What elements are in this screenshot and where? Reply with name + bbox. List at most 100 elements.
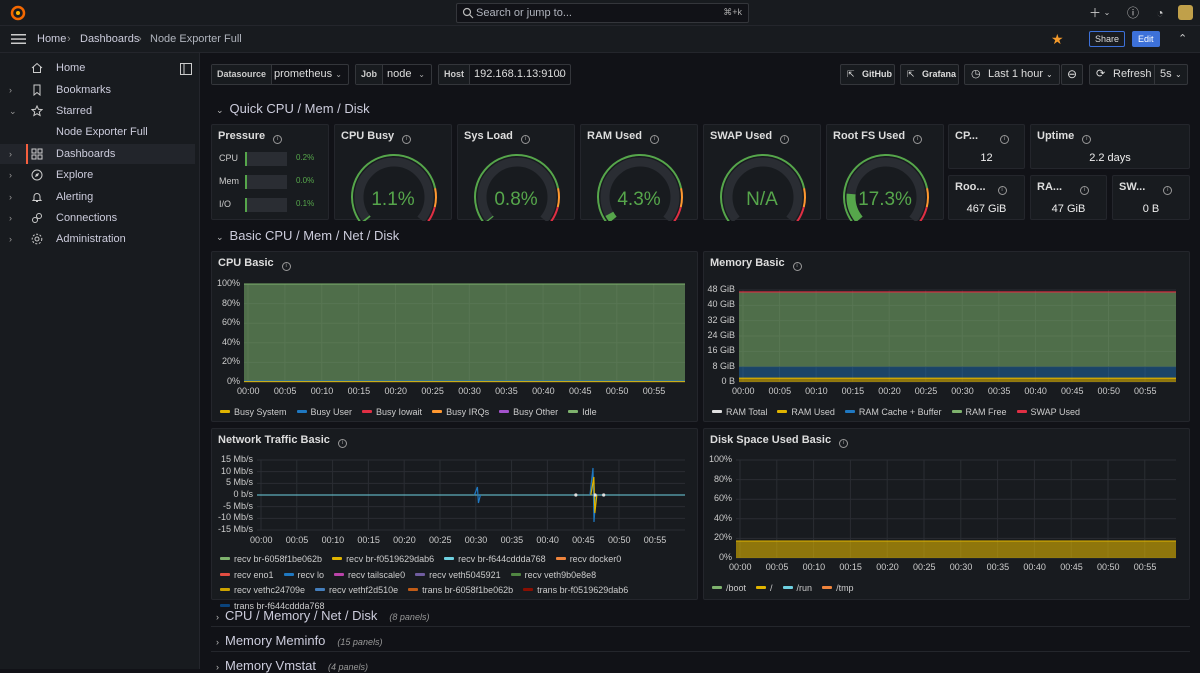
info-icon[interactable]: i: [913, 135, 923, 144]
info-icon[interactable]: i: [780, 135, 790, 144]
sidebar-item-bookmarks[interactable]: › Bookmarks: [0, 80, 195, 100]
avatar[interactable]: [1178, 5, 1193, 20]
legend-item[interactable]: /boot: [712, 581, 746, 597]
info-icon[interactable]: i: [1080, 186, 1090, 195]
panel-network-traffic-basic[interactable]: Network Traffic Basic i 15 Mb/s 10 Mb/s 5 Mb…: [211, 428, 698, 611]
sidebar-item-connections[interactable]: › Connections: [0, 208, 195, 228]
help-icon[interactable]: ⓘ: [1126, 6, 1139, 20]
row-basic[interactable]: ⌄ Basic CPU / Mem / Net / Disk: [216, 228, 399, 243]
github-link-button[interactable]: ⇱ GitHub: [840, 64, 895, 85]
rss-icon[interactable]: ◔: [1156, 6, 1164, 20]
legend-item[interactable]: Busy IRQs: [432, 405, 489, 421]
sidebar-item-explore[interactable]: › Explore: [0, 165, 195, 185]
grafana-logo-icon[interactable]: [10, 5, 26, 21]
panel-pressure[interactable]: Pressure i CPU 0.2% Mem 0.0% I/O 0.1%: [211, 124, 329, 220]
legend-item[interactable]: recv br-f644cddda768: [444, 552, 546, 568]
variable-host[interactable]: Host 192.168.1.13:9100 ⌄: [438, 64, 571, 85]
chevron-right-icon[interactable]: ›: [9, 85, 12, 95]
info-icon[interactable]: i: [1163, 186, 1173, 195]
sidebar-item-node-exporter-full[interactable]: Node Exporter Full: [0, 122, 195, 142]
info-icon[interactable]: i: [792, 262, 802, 271]
row-quick[interactable]: ⌄ Quick CPU / Mem / Disk: [216, 101, 370, 116]
grafana-link-button[interactable]: ⇱ Grafana: [900, 64, 959, 85]
panel-rootfs-total[interactable]: Roo... i 467 GiB: [948, 175, 1025, 220]
info-icon[interactable]: i: [650, 135, 660, 144]
chevron-up-icon[interactable]: ⌃: [1178, 33, 1188, 45]
chevron-right-icon[interactable]: ›: [9, 192, 12, 202]
legend-item[interactable]: /tmp: [822, 581, 854, 597]
panel-cpu-cores[interactable]: CP... i 12: [948, 124, 1025, 169]
info-icon[interactable]: i: [839, 439, 849, 448]
info-icon[interactable]: i: [997, 186, 1007, 195]
refresh-button[interactable]: ⟳ Refresh 5s ⌄: [1089, 64, 1188, 85]
legend-item[interactable]: RAM Cache + Buffer: [844, 405, 942, 421]
panel-memory-basic[interactable]: Memory Basic i 48 GiB 40 GiB 32 GiB 24 GiB 16 …: [703, 251, 1190, 422]
info-icon[interactable]: i: [520, 135, 530, 144]
variable-value[interactable]: node: [387, 68, 412, 80]
info-icon[interactable]: i: [273, 135, 283, 144]
breadcrumb-home[interactable]: Home: [37, 33, 67, 45]
panel-ram-total[interactable]: RA... i 47 GiB: [1030, 175, 1107, 220]
panel-gauge-swap-used[interactable]: SWAP Used i N/A: [703, 124, 821, 221]
legend-item[interactable]: /: [756, 581, 773, 597]
zoom-out-button[interactable]: ⊖: [1061, 64, 1083, 85]
chevron-right-icon[interactable]: ›: [9, 213, 12, 223]
row-memory-meminfo[interactable]: › Memory Meminfo (15 panels): [216, 633, 382, 648]
chevron-right-icon[interactable]: ›: [9, 170, 12, 180]
info-icon[interactable]: i: [337, 439, 347, 448]
info-icon[interactable]: i: [1000, 135, 1010, 144]
panel-gauge-root-fs-used[interactable]: Root FS Used i 17.3%: [826, 124, 944, 221]
panel-gauge-cpu-busy[interactable]: CPU Busy i 1.1%: [334, 124, 452, 221]
legend-item[interactable]: trans br-6058f1be062b: [408, 583, 513, 599]
legend-item[interactable]: recv eno1: [220, 568, 274, 584]
legend-item[interactable]: SWAP Used: [1016, 405, 1080, 421]
legend-item[interactable]: Busy Other: [499, 405, 558, 421]
legend-item[interactable]: RAM Used: [777, 405, 835, 421]
chevron-right-icon[interactable]: ›: [9, 149, 12, 159]
legend-item[interactable]: /run: [782, 581, 812, 597]
panel-gauge-ram-used[interactable]: RAM Used i 4.3%: [580, 124, 698, 221]
legend-item[interactable]: recv veth9b0e8e8: [510, 568, 596, 584]
panel-cpu-basic[interactable]: CPU Basic i 100% 80% 60% 40% 20% 0% 00:00 00:05 00…: [211, 251, 698, 422]
legend-item[interactable]: RAM Total: [712, 405, 767, 421]
panel-disk-space-used-basic[interactable]: Disk Space Used Basic i 100% 80% 60% 40% 20% 0%…: [703, 428, 1190, 600]
search-bar[interactable]: Search or jump to... ⌘+k: [456, 3, 749, 23]
panel-uptime[interactable]: Uptime i 2.2 days: [1030, 124, 1190, 169]
legend-item[interactable]: RAM Free: [951, 405, 1007, 421]
legend-item[interactable]: recv br-6058f1be062b: [220, 552, 322, 568]
info-icon[interactable]: i: [1082, 135, 1092, 144]
variable-value[interactable]: prometheus: [274, 68, 333, 80]
legend-item[interactable]: Idle: [568, 405, 597, 421]
breadcrumb-dashboards[interactable]: Dashboards: [80, 33, 140, 45]
time-range-picker[interactable]: ◷ Last 1 hour ⌄: [964, 64, 1060, 85]
sidebar-item-starred[interactable]: ⌄ Starred: [0, 101, 195, 121]
info-icon[interactable]: i: [281, 262, 291, 271]
legend-item[interactable]: recv docker0: [555, 552, 621, 568]
panel-swap-total[interactable]: SW... i 0 B: [1112, 175, 1190, 220]
sidebar-item-dashboards[interactable]: › Dashboards: [0, 144, 195, 164]
legend-item[interactable]: recv veth5045921: [415, 568, 501, 584]
legend-item[interactable]: Busy Iowait: [362, 405, 422, 421]
plus-icon[interactable]: ＋: [1088, 6, 1101, 20]
legend-item[interactable]: recv tailscale0: [334, 568, 405, 584]
legend-item[interactable]: Busy System: [220, 405, 287, 421]
chevron-down-icon[interactable]: ⌄: [9, 106, 17, 116]
legend-item[interactable]: Busy User: [296, 405, 352, 421]
info-icon[interactable]: i: [402, 135, 412, 144]
legend-item[interactable]: trans br-f644cddda768: [220, 599, 325, 615]
sidebar-item-alerting[interactable]: › Alerting: [0, 187, 195, 207]
row-memory-vmstat[interactable]: › Memory Vmstat (4 panels): [216, 658, 368, 673]
variable-value[interactable]: 192.168.1.13:9100: [474, 68, 566, 80]
legend-item[interactable]: trans br-f0519629dab6: [523, 583, 628, 599]
variable-job[interactable]: Job node ⌄: [355, 64, 432, 85]
legend-item[interactable]: recv vethc24709e: [220, 583, 305, 599]
chevron-right-icon[interactable]: ›: [9, 234, 12, 244]
sidebar-item-administration[interactable]: › Administration: [0, 229, 195, 249]
legend-item[interactable]: recv vethf2d510e: [315, 583, 398, 599]
legend-item[interactable]: recv br-f0519629dab6: [332, 552, 434, 568]
refresh-interval[interactable]: 5s: [1160, 68, 1172, 80]
chevron-down-icon[interactable]: ⌄: [1103, 8, 1111, 17]
panel-gauge-sys-load[interactable]: Sys Load i 0.8%: [457, 124, 575, 221]
row-cpu-memory-net-disk[interactable]: › CPU / Memory / Net / Disk (8 panels): [216, 608, 429, 623]
dock-menu-icon[interactable]: [180, 63, 192, 75]
